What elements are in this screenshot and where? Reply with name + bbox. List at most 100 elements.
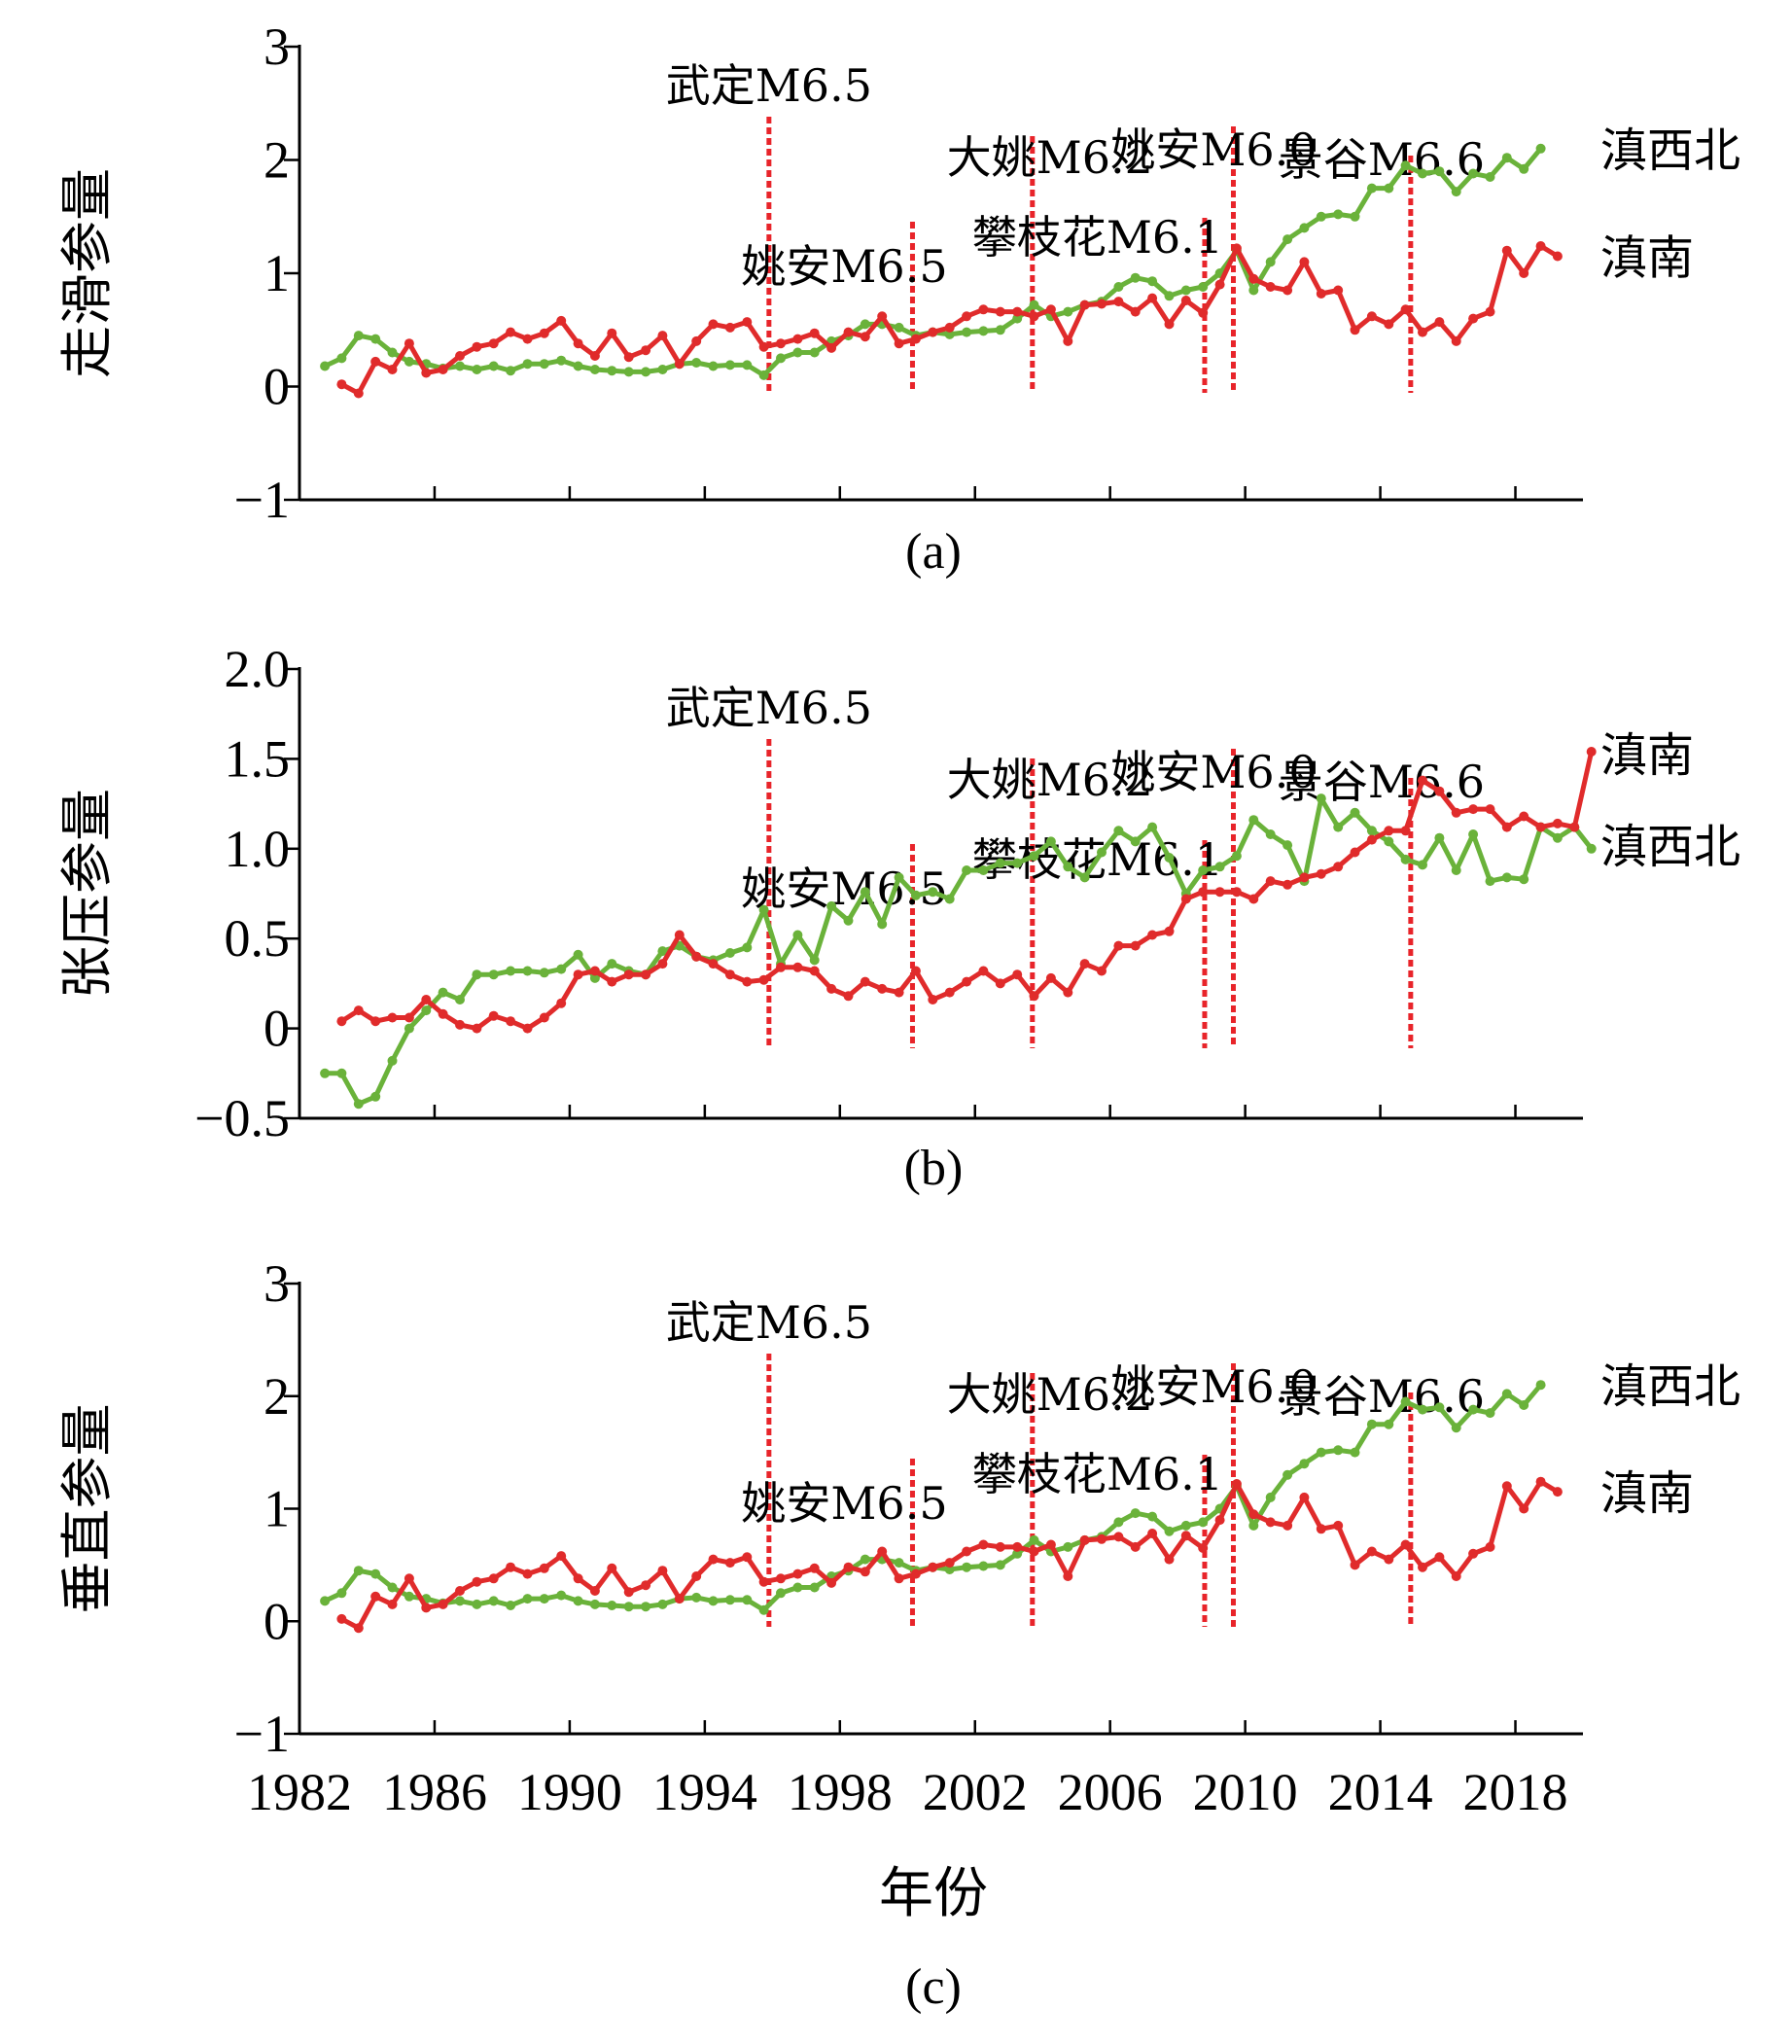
y-tick-label: 2.0 xyxy=(225,640,291,698)
data-point xyxy=(1333,1520,1344,1531)
data-point xyxy=(1299,872,1310,883)
data-point xyxy=(962,1562,972,1572)
y-axis-label: 张压参量 xyxy=(56,789,118,999)
data-point xyxy=(860,976,870,987)
data-point xyxy=(1283,879,1293,890)
y-tick-label: −1 xyxy=(234,1705,290,1763)
data-point xyxy=(910,1568,921,1579)
data-point xyxy=(691,358,702,368)
data-point xyxy=(674,359,685,370)
data-point xyxy=(1198,282,1209,292)
data-point xyxy=(1265,876,1276,887)
data-point xyxy=(1164,319,1175,330)
data-point xyxy=(742,317,753,328)
data-point xyxy=(1164,926,1175,936)
data-point xyxy=(657,365,668,374)
data-point xyxy=(353,1566,364,1576)
data-point xyxy=(1434,166,1445,177)
data-point xyxy=(641,345,651,356)
data-point xyxy=(1400,1539,1411,1550)
data-point xyxy=(387,1582,398,1593)
data-point xyxy=(370,1568,381,1579)
data-point xyxy=(1248,285,1259,296)
data-point xyxy=(657,959,668,969)
data-point xyxy=(336,1068,347,1078)
data-point xyxy=(758,370,769,380)
data-point xyxy=(1029,311,1039,322)
data-point xyxy=(809,328,820,338)
data-point xyxy=(1265,282,1276,292)
data-point xyxy=(556,1551,567,1562)
data-point xyxy=(472,365,482,374)
data-point xyxy=(674,930,685,940)
data-point xyxy=(1552,1487,1563,1498)
series-end-label: 滇南 xyxy=(1600,728,1694,783)
data-point xyxy=(1097,1533,1107,1544)
data-point xyxy=(877,311,888,322)
data-point xyxy=(488,1573,499,1584)
data-point xyxy=(556,315,567,326)
data-point xyxy=(1350,807,1360,818)
data-point xyxy=(944,1565,955,1574)
data-point xyxy=(1501,822,1512,832)
data-point xyxy=(1180,1531,1191,1541)
data-point xyxy=(792,347,803,358)
data-point xyxy=(1130,940,1141,951)
data-point xyxy=(421,1005,432,1016)
data-point xyxy=(1283,1520,1293,1531)
data-point xyxy=(1164,1526,1175,1536)
data-point xyxy=(1519,1503,1529,1514)
data-point xyxy=(995,1541,1005,1552)
data-point xyxy=(472,1023,482,1034)
data-point xyxy=(944,987,955,998)
data-point xyxy=(455,1019,465,1030)
data-point xyxy=(1535,143,1546,154)
data-point xyxy=(623,969,634,980)
data-point xyxy=(826,983,837,994)
data-point xyxy=(928,995,938,1004)
data-point xyxy=(691,951,702,962)
data-point xyxy=(623,1602,634,1612)
data-point xyxy=(809,347,820,358)
earthquake-label: 姚安M6.0 xyxy=(1110,746,1317,798)
data-point xyxy=(522,1023,533,1034)
data-point xyxy=(623,352,634,363)
data-point xyxy=(792,930,803,940)
data-point xyxy=(1045,972,1056,983)
data-point xyxy=(944,329,955,339)
data-point xyxy=(809,1563,820,1573)
data-point xyxy=(623,1587,634,1598)
data-point xyxy=(758,974,769,985)
data-point xyxy=(894,872,904,883)
data-point xyxy=(336,353,347,364)
data-point xyxy=(1418,1562,1427,1572)
data-point xyxy=(792,334,803,344)
data-point xyxy=(944,894,955,904)
data-point xyxy=(742,1595,753,1605)
data-point xyxy=(1485,1541,1495,1552)
data-point xyxy=(657,1566,668,1576)
data-point xyxy=(962,327,972,337)
data-point xyxy=(1265,829,1276,839)
data-point xyxy=(1012,306,1023,317)
series-end-label: 滇南 xyxy=(1600,231,1694,286)
y-tick-label: 0 xyxy=(264,358,290,416)
data-point xyxy=(962,311,972,322)
data-point xyxy=(776,338,786,349)
data-point xyxy=(894,1573,904,1584)
data-point xyxy=(1552,832,1563,843)
data-point xyxy=(336,1613,347,1624)
data-point xyxy=(438,987,448,998)
data-point xyxy=(556,964,567,974)
data-point xyxy=(978,326,989,336)
data-point xyxy=(742,1552,753,1563)
data-point xyxy=(1012,1541,1023,1552)
data-point xyxy=(1519,811,1529,822)
data-point xyxy=(1384,1419,1394,1429)
y-tick-label: −1 xyxy=(234,471,290,529)
data-point xyxy=(1248,815,1259,826)
data-point xyxy=(1485,804,1495,815)
y-tick-label: 1.0 xyxy=(225,820,291,878)
y-tick-label: 0.5 xyxy=(225,909,291,968)
data-point xyxy=(894,987,904,998)
